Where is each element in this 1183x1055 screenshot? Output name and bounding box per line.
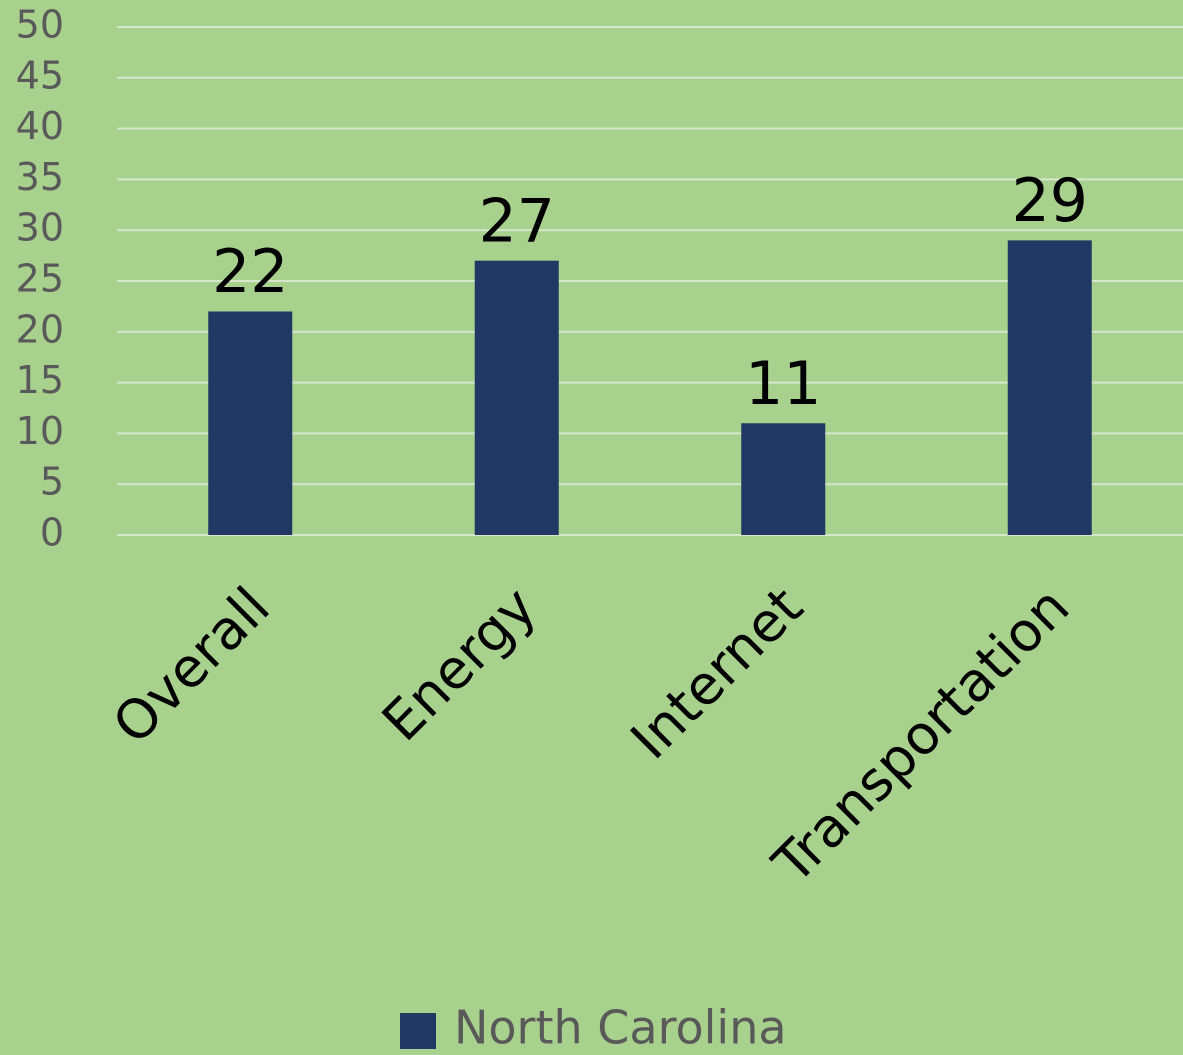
legend-label: North Carolina: [454, 1001, 787, 1055]
y-tick-label: 25: [16, 257, 64, 301]
x-tick-label: Overall: [101, 575, 282, 756]
data-label: 11: [745, 349, 821, 419]
legend-swatch: [400, 1013, 436, 1049]
y-tick-label: 40: [16, 104, 64, 148]
x-tick-label: Internet: [619, 575, 815, 771]
y-tick-label: 10: [16, 409, 64, 453]
y-tick-label: 45: [16, 53, 64, 97]
data-label: 27: [479, 186, 555, 256]
y-tick-label: 5: [40, 460, 64, 504]
bar: [208, 311, 293, 535]
bar: [474, 260, 559, 535]
y-tick-label: 0: [40, 511, 64, 555]
data-label: 22: [212, 237, 288, 307]
bar: [1007, 240, 1092, 536]
x-tick-label: Energy: [370, 575, 548, 753]
y-tick-label: 30: [16, 206, 64, 250]
bar: [741, 423, 826, 535]
y-tick-label: 50: [16, 3, 64, 47]
y-tick-label: 15: [16, 358, 64, 402]
y-tick-label: 20: [16, 307, 64, 351]
data-label: 29: [1012, 166, 1088, 236]
y-tick-label: 35: [16, 155, 64, 199]
